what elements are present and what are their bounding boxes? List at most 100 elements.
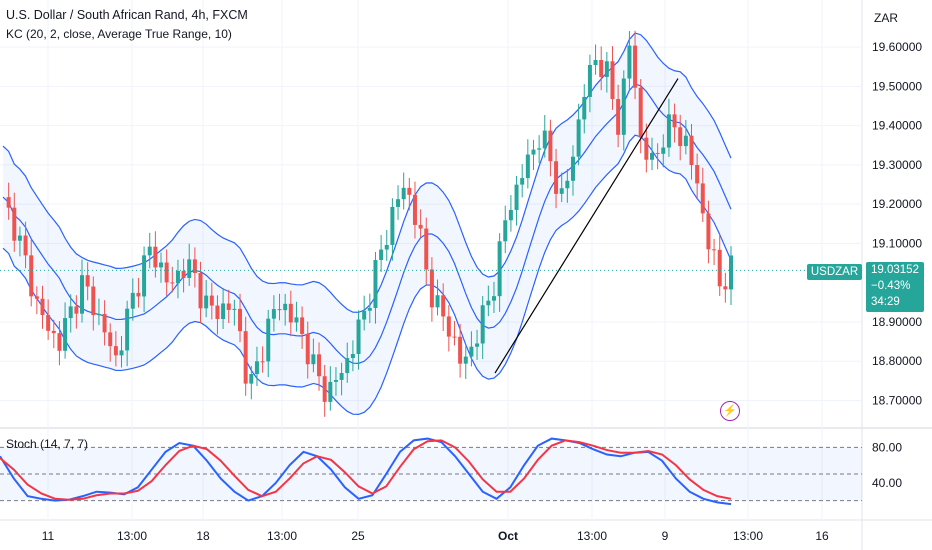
candle-body [80, 275, 85, 314]
candle-body [209, 295, 214, 306]
price-tick-label: 18.90000 [872, 315, 922, 329]
candle-body [412, 194, 417, 225]
candle-body [6, 197, 11, 208]
candle-body [520, 178, 525, 185]
candle-body [401, 187, 406, 200]
candle-body [175, 270, 180, 284]
candle-body [593, 59, 598, 65]
candle-body [706, 213, 711, 250]
candle-body [108, 332, 113, 347]
candle-body [63, 318, 68, 351]
candle-body [379, 249, 384, 260]
candle-body [232, 308, 237, 310]
candle-body [57, 333, 62, 351]
candle-body [266, 318, 271, 362]
candle-body [542, 130, 547, 149]
candle-body [390, 206, 395, 245]
price-change: −0.43% [871, 280, 911, 292]
candle-body [198, 272, 203, 309]
candle-body [435, 295, 440, 308]
candle-body [85, 275, 90, 287]
stochastic-label[interactable]: Stoch (14, 7, 7) [6, 437, 89, 451]
candle-body [441, 295, 446, 317]
candle-body [712, 249, 717, 251]
candle-body [328, 381, 333, 402]
candle-body [164, 262, 169, 283]
chart-title: U.S. Dollar / South African Rand, 4h, FX… [6, 8, 248, 22]
candle-body [249, 374, 254, 384]
price-tick-label: 19.40000 [872, 119, 922, 133]
candle-body [215, 305, 220, 320]
candle-body [570, 156, 575, 181]
candle-body [91, 286, 96, 316]
time-tick-label: 13:00 [577, 529, 607, 543]
price-tick-label: 18.70000 [872, 394, 922, 408]
candle-body [204, 295, 209, 309]
candle-body [367, 307, 372, 311]
candle-body [729, 255, 733, 290]
candle-body [514, 184, 519, 210]
candle-body [345, 358, 350, 373]
time-tick-label: 16 [815, 529, 829, 543]
candle-body [452, 336, 457, 338]
candle-body [661, 147, 666, 154]
price-tick-label: 19.60000 [872, 40, 922, 54]
candle-body [51, 330, 56, 334]
candle-body [23, 235, 28, 256]
candle-body [333, 379, 338, 382]
candle-body [446, 316, 451, 337]
candle-body [317, 354, 322, 377]
candle-body [142, 255, 147, 297]
candle-body [305, 333, 310, 365]
candle-body [695, 165, 700, 184]
candle-body [288, 303, 293, 323]
candle-body [17, 235, 22, 241]
candle-body [396, 199, 401, 207]
candle-body [666, 114, 671, 148]
candle-body [565, 180, 570, 189]
stoch-tick-label: 40.00 [872, 476, 902, 490]
lightning-icon[interactable]: ⚡ [720, 401, 740, 421]
candle-body [531, 149, 536, 155]
candle-body [362, 310, 367, 320]
candle-body [582, 96, 587, 120]
price-tick-label: 19.20000 [872, 197, 922, 211]
candle-body [294, 317, 299, 323]
candle-body [300, 317, 305, 334]
candle-body [102, 313, 107, 333]
candle-body [537, 148, 542, 150]
time-tick-label: 11 [42, 529, 55, 543]
candle-body [463, 356, 468, 364]
candle-body [153, 246, 158, 268]
candle-body [604, 61, 609, 77]
price-tick-label: 18.80000 [872, 354, 922, 368]
candle-body [644, 137, 649, 160]
candle-body [271, 309, 276, 319]
candle-body [187, 259, 192, 278]
candle-body [599, 59, 604, 77]
candle-body [576, 119, 581, 157]
candle-body [192, 259, 197, 273]
time-tick-label: 18 [196, 529, 210, 543]
candle-body [221, 303, 226, 320]
keltner-middle [2, 83, 732, 364]
candle-body [469, 346, 474, 357]
time-tick-label: Oct [498, 529, 518, 543]
candle-body [475, 343, 480, 347]
candle-body [356, 319, 361, 354]
candle-body [238, 308, 243, 332]
candle-body [322, 376, 327, 402]
candle-body [170, 282, 175, 284]
candle-body [277, 309, 282, 311]
candle-body [283, 303, 288, 311]
candle-body [508, 209, 513, 221]
bar-countdown: 34:29 [871, 296, 900, 308]
candle-body [497, 241, 502, 297]
candle-body [717, 249, 722, 287]
candle-body [96, 313, 101, 316]
keltner-channel-label[interactable]: KC (20, 2, close, Average True Range, 10… [6, 27, 232, 41]
candle-body [429, 269, 434, 308]
currency-label[interactable]: ZAR [874, 11, 898, 25]
time-tick-label: 25 [351, 529, 365, 543]
